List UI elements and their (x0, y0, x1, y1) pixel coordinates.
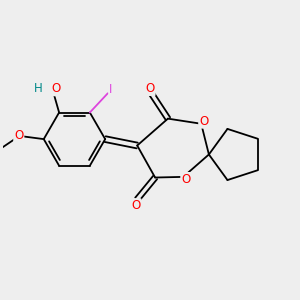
Text: H: H (34, 82, 43, 95)
Text: O: O (14, 129, 23, 142)
Text: O: O (131, 199, 140, 212)
Text: O: O (199, 115, 208, 128)
Text: O: O (181, 173, 190, 186)
Text: I: I (109, 83, 112, 96)
Text: O: O (51, 82, 61, 95)
Text: O: O (146, 82, 154, 95)
